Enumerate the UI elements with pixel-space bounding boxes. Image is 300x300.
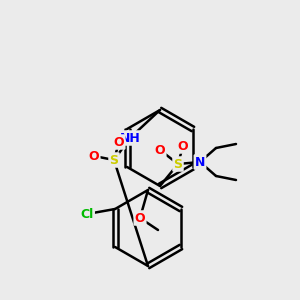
Text: O: O — [155, 143, 165, 157]
Text: O: O — [178, 140, 188, 152]
Text: NH: NH — [120, 131, 140, 145]
Text: O: O — [135, 212, 145, 224]
Text: N: N — [195, 155, 205, 169]
Text: S: S — [173, 158, 182, 170]
Text: O: O — [89, 149, 99, 163]
Text: S: S — [110, 154, 118, 166]
Text: Cl: Cl — [80, 208, 94, 220]
Text: O: O — [114, 136, 124, 148]
